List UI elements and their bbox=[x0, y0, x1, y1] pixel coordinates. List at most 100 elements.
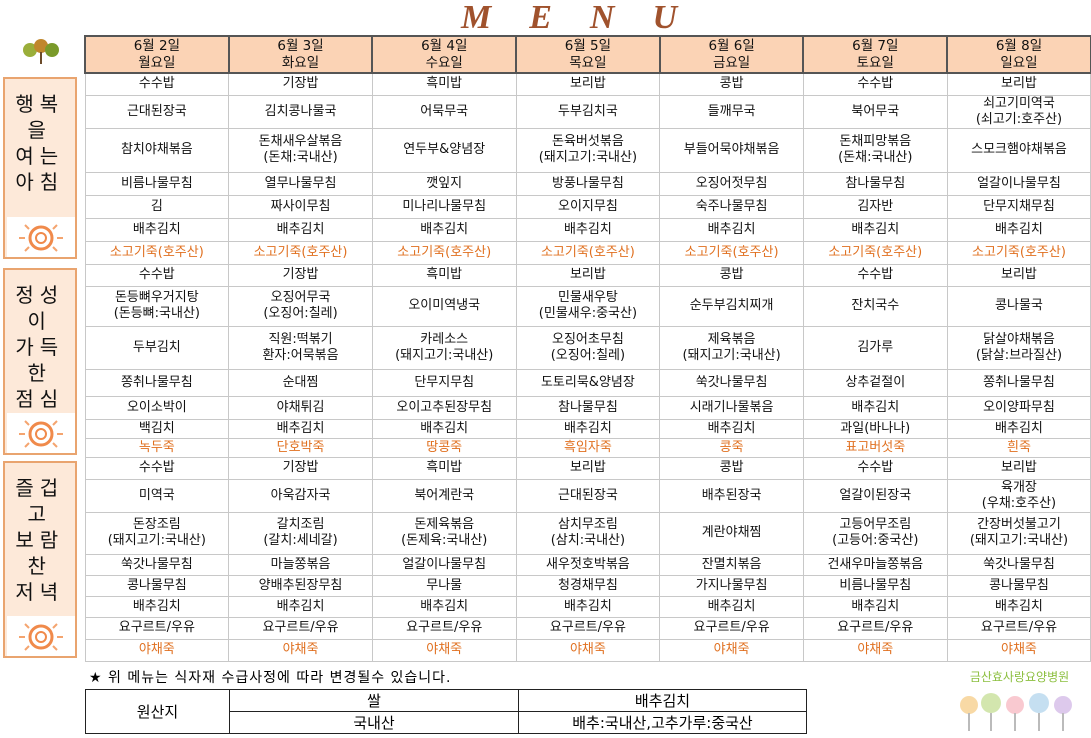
menu-item: 콩밥 bbox=[659, 456, 804, 480]
menu-item: 갈치조림 (갈치:세네갈) bbox=[228, 511, 373, 555]
menu-item: 간장버섯불고기 (돼지고기:국내산) bbox=[946, 511, 1091, 555]
menu-item: 잔멸치볶음 bbox=[659, 553, 804, 576]
menu-item: 오이고추된장무침 bbox=[371, 395, 517, 421]
menu-item: 쫑취나물무침 bbox=[84, 368, 230, 397]
porridge: 소고기죽(호주산) bbox=[371, 240, 517, 265]
menu-item: 요구르트/우유 bbox=[371, 616, 517, 640]
weekday: 수요일 bbox=[425, 54, 463, 71]
logo bbox=[23, 39, 59, 64]
porridge: 흑임자죽 bbox=[515, 438, 661, 458]
menu-item: 배추김치 bbox=[946, 419, 1091, 440]
menu-item: 수수밥 bbox=[802, 456, 948, 480]
meal-label-box: 행복 을 여는 아침 bbox=[3, 77, 77, 259]
day-header: 6월 7일 토요일 bbox=[802, 35, 949, 74]
menu-item: 보리밥 bbox=[946, 456, 1091, 480]
menu-item: 기장밥 bbox=[228, 263, 373, 287]
meal-label-box: 정성 이 가득 한 점심 bbox=[3, 268, 77, 455]
corner bbox=[0, 36, 85, 73]
menu-item: 쇠고기미역국 (쇠고기:호주산) bbox=[946, 94, 1091, 129]
menu-item: 쫑취나물무침 bbox=[946, 368, 1091, 397]
menu-row: 돈장조림 (돼지고기:국내산) 갈치조림 (갈치:세네갈) 돈제육볶음 (돈제육:국… bbox=[0, 511, 1091, 555]
menu-item: 양배추된장무침 bbox=[228, 574, 373, 597]
menu-item: 수수밥 bbox=[84, 456, 230, 480]
menu-item: 보리밥 bbox=[946, 263, 1091, 287]
menu-item: 북어계란국 bbox=[371, 478, 517, 513]
menu-item: 배추김치 bbox=[659, 217, 804, 242]
menu-item: 아욱감자국 bbox=[228, 478, 373, 513]
menu-item: 배추김치 bbox=[84, 217, 230, 242]
menu-item: 제육볶음 (돼지고기:국내산) bbox=[659, 326, 804, 370]
porridge: 소고기죽(호주산) bbox=[946, 240, 1091, 265]
porridge: 단호박죽 bbox=[228, 438, 373, 458]
menu-item: 순두부김치찌개 bbox=[659, 285, 804, 328]
menu-row: 콩나물무침 양배추된장무침 무나물 청경채무침 가지나물무침 비름나물무침 콩나물무침 bbox=[0, 574, 1091, 597]
menu-item: 닭살야채볶음 (닭살:브라질산) bbox=[946, 326, 1091, 370]
menu-item: 배추김치 bbox=[515, 217, 661, 242]
menu-item: 돈채새우살볶음 (돈채:국내산) bbox=[228, 127, 373, 173]
menu-item: 배추김치 bbox=[371, 595, 517, 618]
meal-label-cell: 행복 을 여는 아침 bbox=[0, 73, 85, 264]
menu-item: 카레소스 (돼지고기:국내산) bbox=[371, 326, 517, 370]
menu-item: 야채튀김 bbox=[228, 395, 373, 421]
menu-row: 쫑취나물무침 순대찜 단무지무침 도토리묵&양념장 쑥갓나물무침 상추겉절이 쫑취나물무침 bbox=[0, 368, 1091, 397]
menu-row: 김 짜사이무침 미나리나물무침 오이지무침 숙주나물무침 김자반 단무지채무침 bbox=[0, 194, 1091, 219]
menu-item: 근대된장국 bbox=[84, 94, 230, 129]
meal-label-box: 즐겁 고 보람 찬 저녁 bbox=[3, 461, 77, 658]
menu-item: 북어무국 bbox=[802, 94, 948, 129]
menu-row: 요구르트/우유 요구르트/우유 요구르트/우유 요구르트/우유 요구르트/우유 요구르트/… bbox=[0, 616, 1091, 640]
menu-item: 보리밥 bbox=[515, 456, 661, 480]
menu-row: 소고기죽(호주산) 소고기죽(호주산) 소고기죽(호주산) 소고기죽(호주산) 소고기죽… bbox=[0, 240, 1091, 265]
menu-item: 참나물무침 bbox=[515, 395, 661, 421]
date: 6월 4일 bbox=[421, 37, 468, 54]
porridge: 야채죽 bbox=[946, 638, 1091, 662]
menu-item: 돈제육볶음 (돈제육:국내산) bbox=[371, 511, 517, 555]
menu-item: 열무나물무침 bbox=[228, 171, 373, 196]
menu-row: 쑥갓나물무침 마늘쫑볶음 얼갈이나물무침 새우젓호박볶음 잔멸치볶음 건새우마늘쫑볶음 쑥갓… bbox=[0, 553, 1091, 576]
origin-row: 국내산 배추:국내산,고추가루:중국산 bbox=[86, 711, 807, 734]
menu-item: 기장밥 bbox=[228, 456, 373, 480]
menu-item: 방풍나물무침 bbox=[515, 171, 661, 196]
menu-item: 요구르트/우유 bbox=[946, 616, 1091, 640]
weekday: 월요일 bbox=[138, 54, 176, 71]
menu-item: 건새우마늘쫑볶음 bbox=[802, 553, 948, 576]
menu-item: 배추김치 bbox=[802, 217, 948, 242]
menu-row: 정성 이 가득 한 점심 수수밥 기장밥 흑미밥 보리밥 콩밥 수수밥 보리밥 bbox=[0, 263, 1091, 455]
menu-item: 직원:떡볶기 환자:어묵볶음 bbox=[228, 326, 373, 370]
menu-item: 수수밥 bbox=[802, 263, 948, 287]
menu-item: 배추김치 bbox=[802, 395, 948, 421]
menu-item: 요구르트/우유 bbox=[515, 616, 661, 640]
menu-item: 흑미밥 bbox=[371, 456, 517, 480]
menu-item: 수수밥 bbox=[802, 72, 948, 96]
menu-row: 백김치 배추김치 배추김치 배추김치 배추김치 과일(바나나) 배추김치 bbox=[0, 419, 1091, 440]
porridge: 야채죽 bbox=[84, 638, 230, 662]
menu-item: 청경채무침 bbox=[515, 574, 661, 597]
porridge: 야채죽 bbox=[802, 638, 948, 662]
menu-row: 비름나물무침 열무나물무침 깻잎지 방풍나물무침 오징어젓무침 참나물무침 얼갈이나물무침 bbox=[0, 171, 1091, 196]
menu-item: 돈채피망볶음 (돈채:국내산) bbox=[802, 127, 948, 173]
menu-item: 배추된장국 bbox=[659, 478, 804, 513]
meal-label-cell: 즐겁 고 보람 찬 저녁 bbox=[0, 457, 85, 661]
notice: ★ 위 메뉴는 식자재 수급사정에 따라 변경될수 있습니다. bbox=[89, 670, 452, 686]
menu-item: 오징어젓무침 bbox=[659, 171, 804, 196]
menu-item: 쑥갓나물무침 bbox=[659, 368, 804, 397]
day-header: 6월 4일 수요일 bbox=[371, 35, 518, 74]
menu-item: 비름나물무침 bbox=[802, 574, 948, 597]
menu-row: 오이소박이 야채튀김 오이고추된장무침 참나물무침 시래기나물볶음 배추김치 오이양파무침 bbox=[0, 395, 1091, 421]
menu-item: 배추김치 bbox=[228, 419, 373, 440]
menu-row: 배추김치 배추김치 배추김치 배추김치 배추김치 배추김치 배추김치 bbox=[0, 217, 1091, 242]
origin-country: 국내산 bbox=[229, 711, 519, 734]
menu-item: 오이미역냉국 bbox=[371, 285, 517, 328]
menu-item: 부들어묵야채볶음 bbox=[659, 127, 804, 173]
menu-item: 계란야채찜 bbox=[659, 511, 804, 555]
menu-item: 오징어무국 (오징어:칠레) bbox=[228, 285, 373, 328]
date: 6월 8일 bbox=[995, 37, 1043, 54]
menu-item: 배추김치 bbox=[946, 217, 1091, 242]
menu-row: 야채죽 야채죽 야채죽 야채죽 야채죽 야채죽 야채죽 bbox=[0, 638, 1091, 662]
menu-item: 콩밥 bbox=[659, 263, 804, 287]
menu-item: 콩나물무침 bbox=[84, 574, 230, 597]
menu-item: 돈등뼈우거지탕 (돈등뼈:국내산) bbox=[84, 285, 230, 328]
weekday: 토요일 bbox=[856, 54, 894, 71]
menu-item: 새우젓호박볶음 bbox=[515, 553, 661, 576]
menu-item: 배추김치 bbox=[515, 595, 661, 618]
